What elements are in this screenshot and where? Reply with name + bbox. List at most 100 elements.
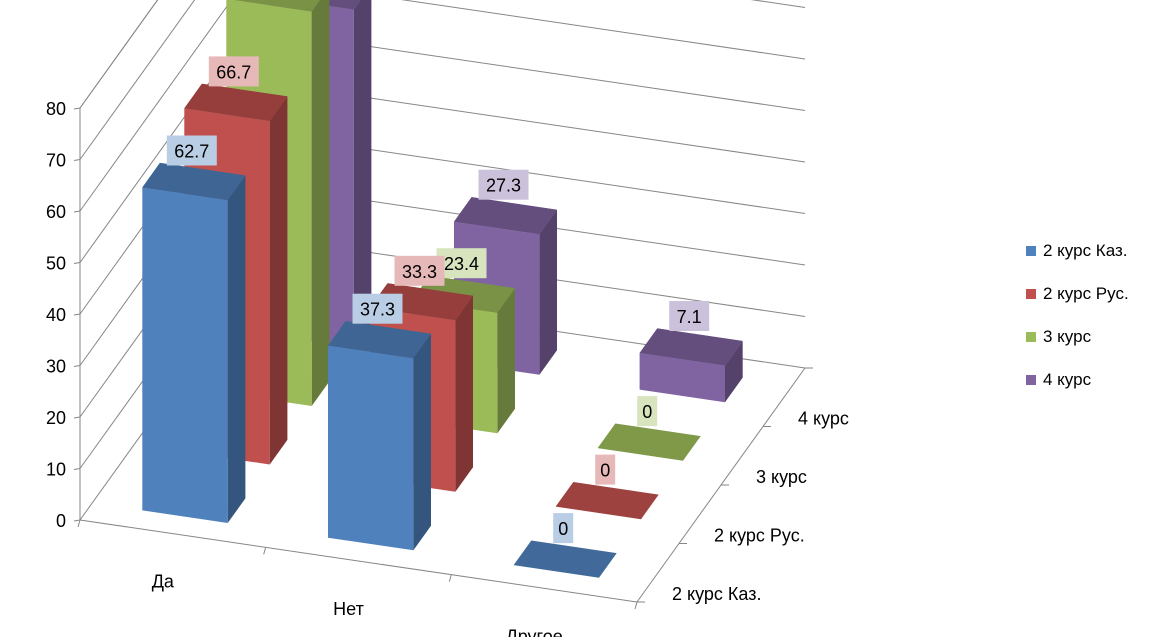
bar-side xyxy=(497,288,515,434)
x-tick-label: Другое xyxy=(506,626,563,637)
bar-top xyxy=(639,328,743,366)
bar-side xyxy=(227,175,246,523)
bar-side xyxy=(725,341,743,403)
tick-labels: 0 10 20 30 40 50 60 70 80 Да Нет Другое 4 курс 3 курс… xyxy=(46,99,849,637)
bar-top xyxy=(513,540,617,578)
legend-swatch xyxy=(1026,332,1036,342)
depth-tick-label: 2 курс Рус. xyxy=(714,525,805,545)
y-tick-label: 60 xyxy=(46,202,66,222)
x-tick-mark xyxy=(77,519,81,528)
y-tick-mark xyxy=(73,416,81,419)
bar-side xyxy=(311,0,330,406)
legend-item-series-1: 2 курс Каз. xyxy=(1026,241,1129,261)
bar-4-3 xyxy=(639,328,743,403)
legend-label: 4 курс xyxy=(1043,370,1092,389)
x-tick-mark xyxy=(634,601,638,610)
data-label-bg xyxy=(436,248,487,279)
depth-tick-label: 2 курс Каз. xyxy=(672,584,761,604)
data-label-text: 62.7 xyxy=(174,142,209,162)
bar-3-3 xyxy=(597,423,701,461)
data-label-bg xyxy=(669,301,710,331)
bar-1-1 xyxy=(142,162,246,523)
data-label-bg xyxy=(478,169,529,200)
y-tick-label: 80 xyxy=(46,99,66,119)
x-tick-label: Нет xyxy=(333,599,364,619)
data-label-4-2: 27.3 xyxy=(478,169,529,200)
data-label-1-3: 0 xyxy=(553,513,574,544)
data-label-text: 0 xyxy=(600,461,610,481)
legend-label: 2 курс Рус. xyxy=(1043,284,1129,303)
y-tick-label: 20 xyxy=(46,408,66,428)
data-label-text: 23.4 xyxy=(444,254,479,274)
data-label-text: 27.3 xyxy=(486,176,521,196)
legend-item-series-3: 3 курс xyxy=(1026,327,1129,347)
data-label-1-2: 37.3 xyxy=(352,293,403,324)
y-tick-label: 10 xyxy=(46,460,66,480)
data-label-text: 66.7 xyxy=(216,62,251,82)
gridline xyxy=(79,0,806,160)
data-label-text: 0 xyxy=(642,402,652,422)
bar-side xyxy=(539,209,557,375)
bar-top xyxy=(184,83,288,121)
data-label-bg xyxy=(553,513,574,544)
data-label-bg xyxy=(394,255,445,286)
data-label-3-3: 0 xyxy=(637,396,658,427)
bar-front xyxy=(142,187,228,523)
bar-top xyxy=(142,162,246,201)
bars xyxy=(142,0,743,578)
data-label-4-3: 7.1 xyxy=(669,301,710,331)
legend-swatch xyxy=(1026,289,1036,299)
bar-top xyxy=(454,197,557,235)
legend: 2 курс Каз. 2 курс Рус. 3 курс 4 курс xyxy=(1026,241,1129,413)
data-label-bg xyxy=(352,293,403,324)
x-tick-mark xyxy=(263,547,267,555)
bar-top xyxy=(555,482,659,520)
bar-top xyxy=(328,321,431,359)
x-tick-label: Да xyxy=(152,572,175,592)
depth-tick-label: 4 курс xyxy=(798,408,849,428)
data-label-bg xyxy=(595,454,616,485)
y-tick-mark xyxy=(73,107,81,110)
legend-item-series-2: 2 курс Рус. xyxy=(1026,284,1129,304)
legend-item-series-4: 4 курс xyxy=(1026,370,1129,390)
axes xyxy=(73,107,813,610)
y-tick-mark xyxy=(73,519,81,522)
y-tick-label: 40 xyxy=(46,305,66,325)
bar-front xyxy=(639,353,725,403)
y-tick-mark xyxy=(73,468,81,470)
x-axis-line xyxy=(79,519,638,603)
bar-side xyxy=(353,0,372,348)
y-tick-label: 70 xyxy=(46,151,66,171)
legend-label: 2 курс Каз. xyxy=(1043,241,1128,260)
y-tick-mark xyxy=(73,313,81,316)
y-tick-label: 30 xyxy=(46,357,66,377)
data-label-bg xyxy=(637,396,658,427)
bar-2-3 xyxy=(555,482,659,520)
y-tick-mark xyxy=(73,210,81,213)
legend-label: 3 курс xyxy=(1043,327,1092,346)
data-label-2-1: 66.7 xyxy=(208,56,259,87)
bar-1-3 xyxy=(513,540,617,578)
data-label-3-2: 23.4 xyxy=(436,248,487,279)
data-label-text: 37.3 xyxy=(360,300,395,320)
bar-front xyxy=(328,345,414,551)
y-tick-mark xyxy=(73,365,81,367)
gridline xyxy=(79,0,159,109)
data-label-1-1: 62.7 xyxy=(166,135,217,166)
data-label-bg xyxy=(166,135,217,166)
bar-side xyxy=(413,333,431,551)
data-label-bg xyxy=(208,56,259,87)
data-label-text: 7.1 xyxy=(677,307,702,327)
data-label-text: 33.3 xyxy=(402,262,437,282)
data-label-2-2: 33.3 xyxy=(394,255,445,286)
bar-side xyxy=(455,295,473,492)
bar-side xyxy=(269,96,288,465)
wall-top-edge xyxy=(79,0,159,109)
x-tick-mark xyxy=(448,574,452,582)
legend-swatch xyxy=(1026,246,1036,256)
gridline xyxy=(79,0,806,212)
bar-1-2 xyxy=(328,321,431,551)
data-label-text: 0 xyxy=(558,519,568,539)
data-label-2-3: 0 xyxy=(595,454,616,485)
